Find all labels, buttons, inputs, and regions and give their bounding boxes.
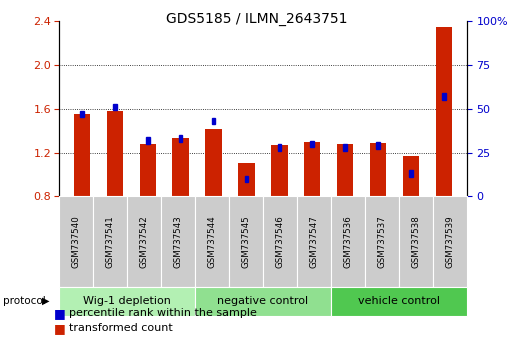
Text: percentile rank within the sample: percentile rank within the sample (69, 308, 257, 318)
Bar (343, 144, 347, 151)
Text: GSM737543: GSM737543 (173, 215, 183, 268)
Text: GSM737545: GSM737545 (242, 215, 250, 268)
Bar (140, 144, 156, 196)
Bar (442, 93, 446, 100)
Bar (172, 138, 189, 196)
Text: GSM737538: GSM737538 (411, 215, 420, 268)
Bar (80, 111, 84, 118)
Bar (179, 135, 183, 142)
Bar (74, 114, 90, 196)
Bar (304, 142, 321, 196)
Bar (238, 162, 254, 196)
Bar (113, 104, 117, 110)
Bar (146, 137, 150, 144)
Bar (370, 143, 386, 196)
Text: GSM737542: GSM737542 (140, 215, 148, 268)
Bar (436, 27, 452, 196)
Bar (403, 156, 419, 196)
Bar (212, 118, 215, 125)
Text: GSM737536: GSM737536 (343, 215, 352, 268)
Bar (409, 170, 413, 177)
Bar (337, 144, 353, 196)
Text: vehicle control: vehicle control (358, 296, 440, 306)
Text: GSM737539: GSM737539 (445, 215, 455, 268)
Text: ■: ■ (54, 307, 66, 320)
Text: GSM737541: GSM737541 (106, 215, 114, 268)
Text: ▶: ▶ (42, 296, 50, 306)
Text: GSM737546: GSM737546 (275, 215, 284, 268)
Bar (271, 145, 288, 196)
Text: negative control: negative control (218, 296, 308, 306)
Bar (278, 144, 281, 151)
Text: protocol: protocol (3, 296, 45, 306)
Text: GSM737537: GSM737537 (378, 215, 386, 268)
Bar (310, 141, 314, 147)
Text: GSM737540: GSM737540 (71, 215, 81, 268)
Text: transformed count: transformed count (69, 323, 173, 333)
Text: GDS5185 / ILMN_2643751: GDS5185 / ILMN_2643751 (166, 12, 347, 27)
Bar (376, 142, 380, 149)
Text: GSM737544: GSM737544 (207, 215, 216, 268)
Bar (107, 111, 123, 196)
Text: Wig-1 depletion: Wig-1 depletion (83, 296, 171, 306)
Text: ■: ■ (54, 322, 66, 335)
Text: GSM737547: GSM737547 (309, 215, 319, 268)
Bar (245, 176, 248, 182)
Bar (205, 129, 222, 196)
